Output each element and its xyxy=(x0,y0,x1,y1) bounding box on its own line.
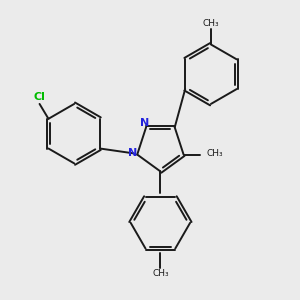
Text: N: N xyxy=(140,118,149,128)
Text: CH₃: CH₃ xyxy=(152,269,169,278)
Text: CH₃: CH₃ xyxy=(202,19,219,28)
Text: CH₃: CH₃ xyxy=(206,148,223,158)
Text: N: N xyxy=(128,148,138,158)
Text: Cl: Cl xyxy=(34,92,46,102)
